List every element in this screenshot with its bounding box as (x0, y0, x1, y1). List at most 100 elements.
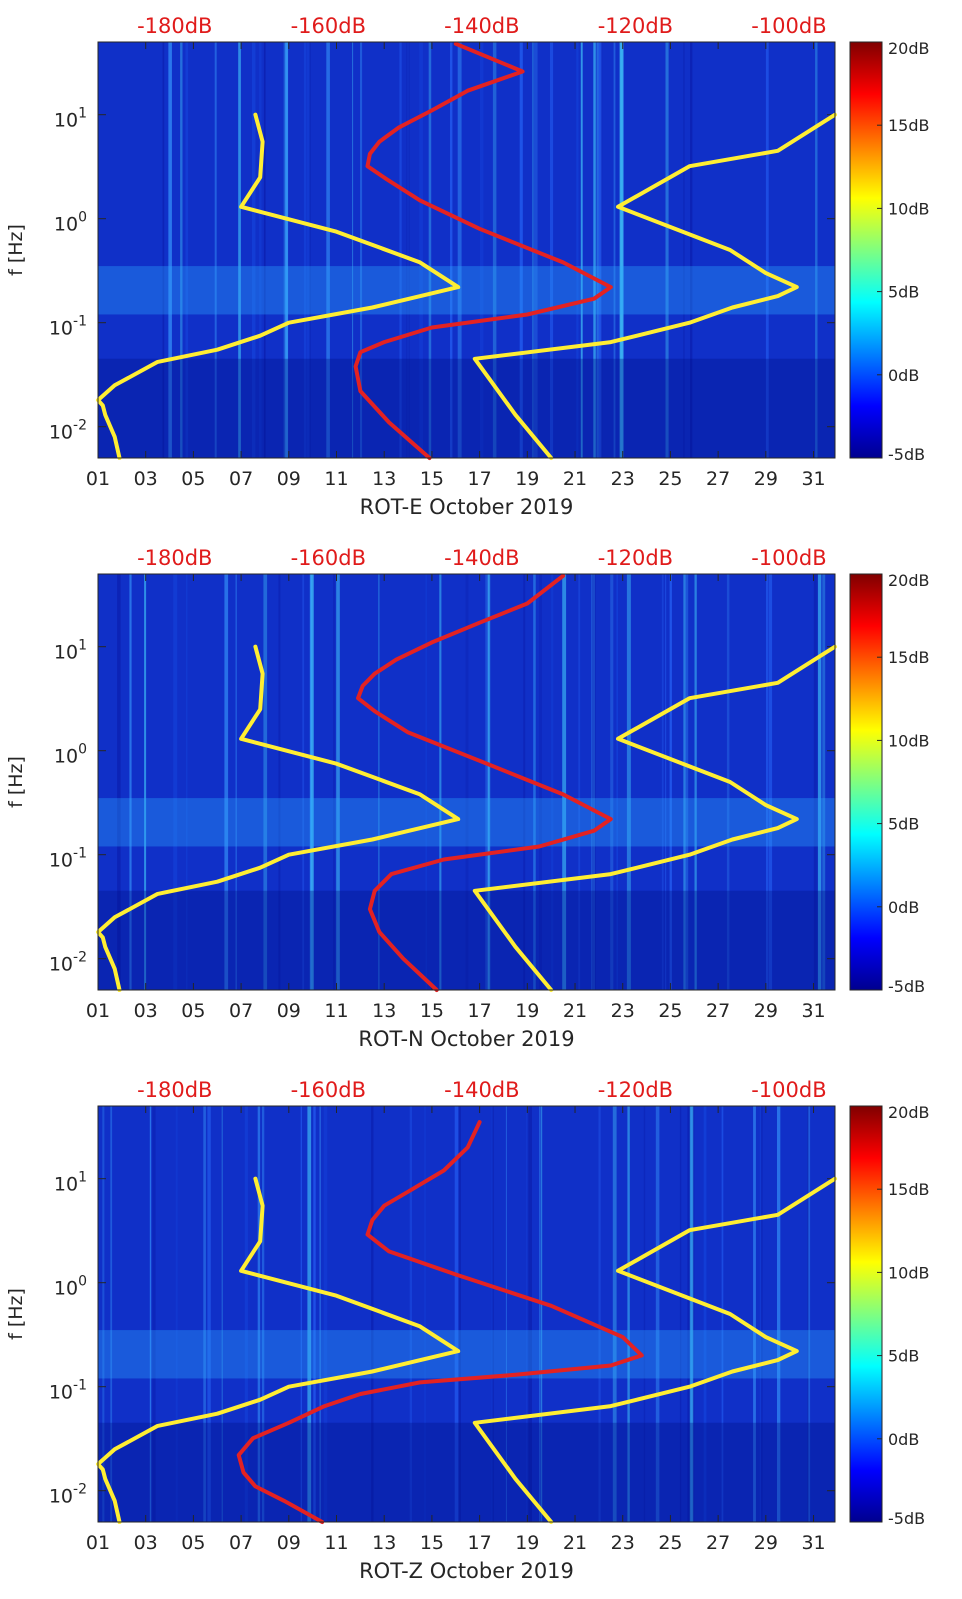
colorbar-label: 5dB (888, 283, 919, 302)
colorbar-label: 15dB (888, 648, 930, 667)
plot-frame (97, 573, 836, 991)
x-tick-label: 21 (563, 468, 587, 490)
spectrogram-panel-rot-n: 01 03 05 07 09 11 13 15 17 19 21 23 25 2… (5, 546, 930, 1051)
texture-stripe (457, 42, 462, 458)
texture-stripe (761, 1106, 763, 1522)
spectrogram-panel-rot-z: 01 03 05 07 09 11 13 15 17 19 21 23 25 2… (5, 1078, 930, 1583)
top-db-label: -120dB (598, 1078, 673, 1102)
x-tick-label: 15 (420, 1000, 444, 1022)
texture-stripe (424, 1106, 426, 1522)
colorbar: 20dB 15dB 10dB 5dB 0dB -5dB (849, 571, 930, 996)
series-line (236, 1120, 644, 1524)
series-line (356, 573, 613, 992)
texture-stripe (598, 1106, 601, 1522)
texture-band (98, 1330, 835, 1379)
texture-stripe (655, 1106, 660, 1522)
texture-stripe (807, 1106, 809, 1522)
texture-stripe (665, 574, 667, 990)
texture-stripe (551, 574, 554, 990)
texture-stripe (626, 574, 631, 990)
texture-stripe (173, 574, 178, 990)
texture-stripe (399, 42, 402, 458)
texture-stripe (263, 42, 266, 458)
texture-stripe (168, 42, 172, 458)
texture-stripe (765, 42, 769, 458)
y-tick-label: 10-2 (49, 1482, 87, 1508)
y-tick-label: 10-2 (49, 950, 87, 976)
texture-stripe (526, 1106, 528, 1522)
texture-stripe (479, 42, 484, 458)
x-tick-label: 09 (277, 1532, 301, 1554)
texture-stripe (616, 574, 618, 990)
spectrogram-texture (98, 574, 835, 990)
texture-stripe (302, 574, 305, 990)
x-tick-label: 03 (134, 468, 158, 490)
x-tick-label: 31 (801, 1000, 825, 1022)
x-tick-labels: 01 03 05 07 09 11 13 15 17 19 21 23 25 2… (86, 1000, 826, 1022)
x-tick-label: 17 (468, 1000, 492, 1022)
texture-stripe (152, 1106, 156, 1522)
x-tick-labels: 01 03 05 07 09 11 13 15 17 19 21 23 25 2… (86, 1532, 826, 1554)
texture-stripe (777, 1106, 781, 1522)
y-tick-label: 10-1 (49, 846, 87, 872)
x-tick-label: 15 (420, 468, 444, 490)
texture-stripe (815, 42, 818, 458)
texture-stripe (326, 42, 330, 458)
texture-stripe (721, 1106, 724, 1522)
colorbar-label: 20dB (888, 571, 930, 590)
texture-stripe (419, 42, 423, 458)
y-tick-label: 101 (54, 106, 87, 132)
texture-stripe (144, 574, 147, 990)
top-db-label: -160dB (291, 1078, 366, 1102)
plot-frame (97, 1105, 836, 1523)
series-line (353, 41, 613, 460)
texture-stripe (428, 42, 432, 458)
texture-stripe (263, 574, 268, 990)
texture-stripe (550, 42, 554, 458)
texture-stripe (684, 574, 689, 990)
texture-stripe (683, 42, 685, 458)
texture-stripe (458, 1106, 461, 1522)
series-lines (96, 1120, 837, 1524)
texture-stripe (352, 42, 354, 458)
texture-stripe (807, 1106, 811, 1522)
x-tick-label: 27 (706, 468, 730, 490)
texture-stripe (591, 574, 596, 990)
top-db-label: -180dB (137, 546, 212, 570)
texture-stripe (612, 1106, 617, 1522)
texture-stripe (307, 1106, 312, 1522)
texture-stripe (439, 574, 442, 990)
colorbar-label: 5dB (888, 1347, 919, 1366)
top-db-labels: -180dB -160dB -140dB -120dB -100dB (137, 1078, 827, 1102)
series-line (96, 112, 461, 460)
x-tick-label: 17 (468, 1532, 492, 1554)
texture-stripe (576, 42, 579, 458)
colorbar-label: 20dB (888, 1103, 930, 1122)
texture-stripe (817, 574, 819, 990)
texture-stripe (679, 1106, 682, 1522)
x-tick-label: 11 (324, 1000, 348, 1022)
texture-stripe (768, 574, 773, 990)
texture-stripe (759, 1106, 762, 1522)
texture-stripe (492, 1106, 494, 1522)
colorbar-ticks (877, 41, 882, 459)
x-tick-label: 01 (86, 468, 110, 490)
x-tick-label: 25 (658, 1532, 682, 1554)
x-tick-label: 23 (611, 1000, 635, 1022)
x-tick-label: 25 (658, 468, 682, 490)
top-db-label: -160dB (291, 14, 366, 38)
spectrogram-area (98, 1106, 835, 1522)
colorbar-label: 5dB (888, 815, 919, 834)
colorbar-gradient (849, 1105, 883, 1523)
texture-stripe (186, 574, 188, 990)
texture-band (98, 358, 835, 458)
texture-stripe (766, 574, 769, 990)
x-tick-label: 21 (563, 1000, 587, 1022)
colorbar-label: 20dB (888, 39, 930, 58)
colorbar: 20dB 15dB 10dB 5dB 0dB -5dB (849, 39, 930, 464)
y-tick-label: 100 (54, 742, 87, 768)
texture-stripe (149, 1106, 152, 1522)
texture-stripe (323, 1106, 328, 1522)
colorbar-label: 0dB (888, 366, 919, 385)
x-tick-label: 07 (229, 1000, 253, 1022)
